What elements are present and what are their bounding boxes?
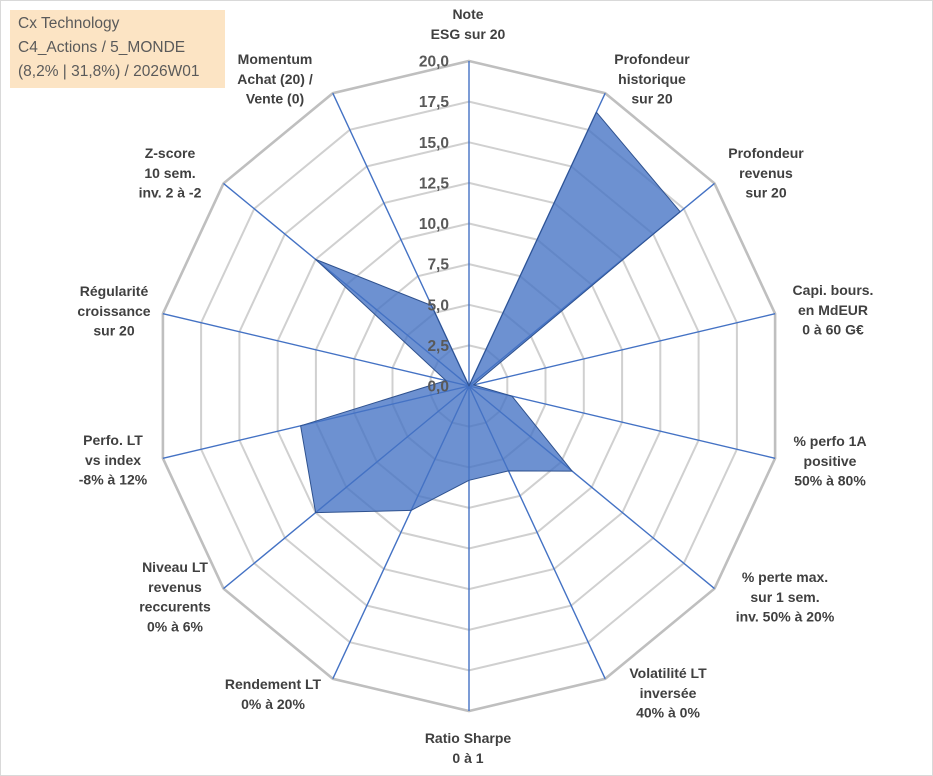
axis-spoke	[468, 313, 776, 387]
info-box: Cx Technology C4_Actions / 5_MONDE (8,2%…	[10, 10, 225, 88]
radial-tick-labels: 0,0 2,5 5,0 7,5 10,0 12,5 15,0 17,5 20,0	[419, 54, 450, 396]
category-label-line: 0% à 20%	[241, 696, 305, 712]
category-label: Capi. bours. en MdEUR 0 à 60 G€	[793, 282, 874, 338]
category-label-line: 0% à 6%	[147, 618, 204, 634]
category-label-line: Achat (20) /	[237, 71, 313, 87]
category-label-line: % perte max.	[742, 569, 828, 585]
category-label-line: Capi. bours.	[793, 282, 874, 298]
category-label-line: positive	[804, 453, 857, 469]
category-label-line: Z-score	[145, 145, 196, 161]
category-label-line: Volatilité LT	[629, 665, 707, 681]
chart-subtitle-line: (8,2% | 31,8%) / 2026W01	[18, 63, 200, 80]
category-label: Momentum Achat (20) / Vente (0)	[237, 51, 313, 107]
radial-tick-label: 20,0	[419, 54, 449, 71]
category-label-line: Momentum	[238, 51, 313, 67]
category-label-line: % perfo 1A	[793, 433, 866, 449]
radial-tick-label: 12,5	[419, 175, 450, 192]
series	[300, 111, 681, 514]
category-label-line: Note	[452, 6, 483, 22]
category-label-line: 40% à 0%	[636, 705, 700, 721]
axis-spoke	[468, 385, 776, 459]
category-label-line: 50% à 80%	[794, 473, 866, 489]
category-label-line: 10 sem.	[144, 165, 195, 181]
category-label-line: Ratio Sharpe	[425, 730, 512, 746]
category-label-line: reccurents	[139, 599, 211, 615]
series-area	[300, 111, 681, 514]
category-label: % perfo 1A positive 50% à 80%	[793, 433, 866, 489]
category-label-line: sur 20	[93, 323, 134, 339]
category-label-line: historique	[618, 71, 686, 87]
radial-tick-label: 15,0	[419, 135, 449, 152]
category-label: Volatilité LT inversée 40% à 0%	[629, 665, 707, 721]
radial-tick-label: 7,5	[427, 257, 449, 274]
category-label-line: Niveau LT	[142, 559, 208, 575]
category-label-line: ESG sur 20	[431, 26, 506, 42]
category-label: Perfo. LT vs index -8% à 12%	[79, 432, 148, 488]
radial-tick-label: 5,0	[427, 297, 449, 314]
category-label-line: Perfo. LT	[83, 432, 143, 448]
category-label: Niveau LT revenus reccurents 0% à 6%	[139, 559, 211, 634]
category-label-line: Profondeur	[728, 145, 804, 161]
category-label: Z-score 10 sem. inv. 2 à -2	[139, 145, 202, 201]
radial-tick-label: 10,0	[419, 216, 449, 233]
category-label: % perte max. sur 1 sem. inv. 50% à 20%	[736, 569, 835, 625]
chart-title: Cx Technology	[18, 15, 120, 32]
category-label-line: revenus	[148, 579, 202, 595]
category-label-line: -8% à 12%	[79, 472, 148, 488]
category-label-line: revenus	[739, 165, 793, 181]
category-label: Profondeur revenus sur 20	[728, 145, 804, 201]
category-label-line: inv. 2 à -2	[139, 185, 202, 201]
category-label-line: sur 20	[745, 185, 786, 201]
category-label-line: inv. 50% à 20%	[736, 609, 835, 625]
chart-subtitle-line: C4_Actions / 5_MONDE	[18, 39, 186, 56]
category-label-line: sur 1 sem.	[750, 589, 819, 605]
category-label: Profondeur historique sur 20	[614, 51, 690, 107]
category-label-line: en MdEUR	[798, 302, 868, 318]
category-label: Ratio Sharpe 0 à 1	[425, 730, 512, 766]
category-labels: Note ESG sur 20 Profondeur historique sur 20…	[77, 6, 873, 766]
category-label: Note ESG sur 20	[431, 6, 506, 42]
category-label-line: Régularité	[80, 283, 149, 299]
category-label-line: Profondeur	[614, 51, 690, 67]
category-label-line: inversée	[640, 685, 697, 701]
radial-tick-label: 0,0	[427, 379, 449, 396]
category-label-line: sur 20	[631, 91, 672, 107]
category-label: Régularité croissance sur 20	[77, 283, 150, 339]
axis-spoke	[162, 313, 470, 387]
category-label-line: 0 à 1	[452, 750, 483, 766]
category-label-line: croissance	[77, 303, 150, 319]
category-label-line: 0 à 60 G€	[802, 322, 864, 338]
category-label: Rendement LT 0% à 20%	[225, 676, 322, 712]
category-label-line: Vente (0)	[246, 91, 304, 107]
radial-tick-label: 2,5	[427, 338, 449, 355]
category-label-line: vs index	[85, 452, 141, 468]
category-label-line: Rendement LT	[225, 676, 322, 692]
radial-tick-label: 17,5	[419, 94, 450, 111]
